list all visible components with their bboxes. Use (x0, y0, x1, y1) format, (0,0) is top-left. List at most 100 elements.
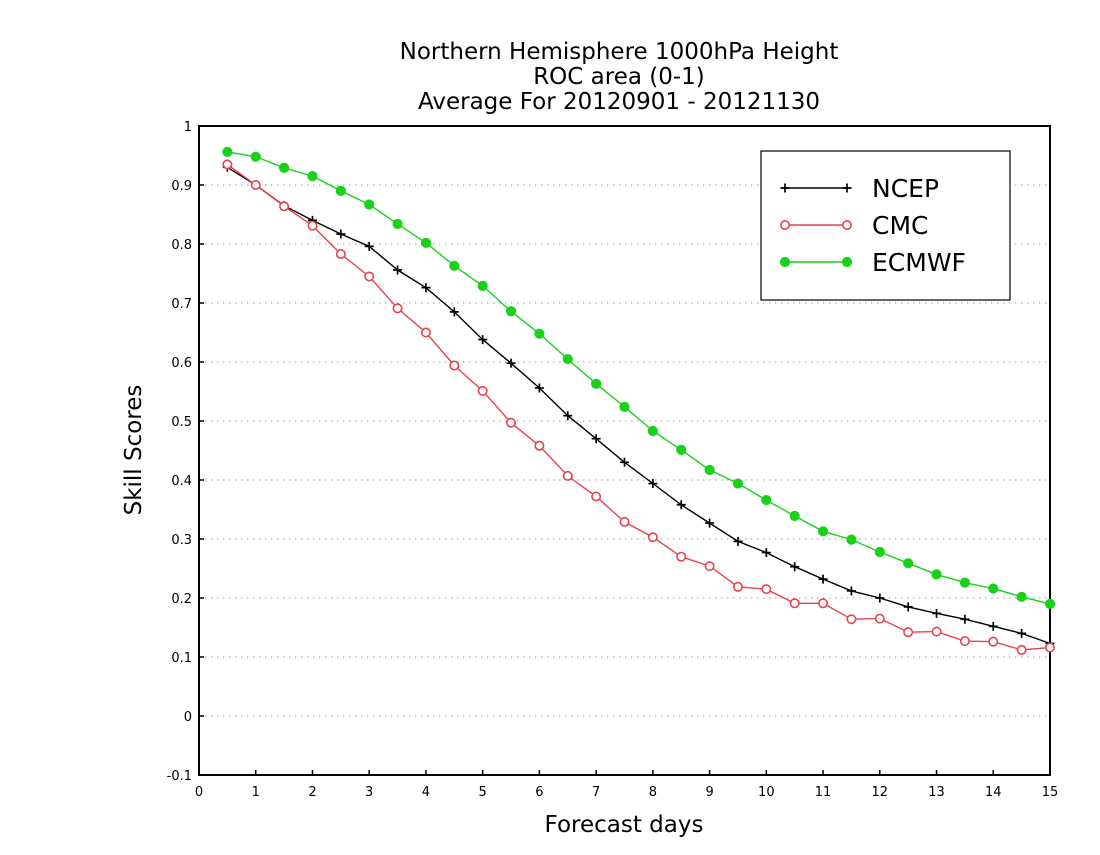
data-point-ncep (903, 602, 913, 612)
data-point-cmc (591, 491, 602, 502)
data-point-cmc (732, 581, 743, 592)
data-point-ecmwf (959, 577, 971, 588)
x-tick-label: 2 (308, 785, 316, 800)
y-tick-label: 0.5 (171, 415, 192, 430)
data-point-ncep (393, 265, 403, 275)
x-tick-label: 14 (985, 785, 1002, 800)
data-point-ecmwf (732, 478, 744, 489)
data-point-ecmwf (676, 444, 687, 456)
data-point-ecmwf (846, 534, 857, 545)
data-point-ncep (648, 479, 658, 489)
data-point-cmc (477, 385, 488, 396)
data-point-ncep (761, 548, 771, 558)
data-point-ncep (705, 518, 715, 528)
axes: -0.100.10.20.30.40.50.60.70.80.910 1 2 3 4 5 6… (167, 120, 1059, 800)
data-point-ecmwf (1044, 598, 1056, 610)
chart-title-line-3: Average For 20120901 - 20121130 (418, 89, 820, 115)
data-point-ncep (421, 283, 431, 293)
data-point-ecmwf (1016, 591, 1027, 602)
x-tick-label: 13 (928, 785, 945, 800)
y-tick-label: 0 (184, 710, 192, 725)
x-tick-label: 6 (535, 785, 543, 800)
data-point-ecmwf (392, 218, 403, 230)
series-line-ecmwf (227, 151, 1051, 605)
data-point-ecmwf (505, 306, 517, 317)
x-axis-title: Forecast days (545, 812, 704, 838)
data-point-cmc (903, 627, 914, 638)
data-point-cmc (1016, 644, 1027, 655)
data-point-cmc (449, 360, 460, 371)
series-ecmwf (222, 146, 1056, 610)
legend-marker-ncep (780, 183, 790, 193)
data-point-cmc (647, 532, 658, 543)
y-tick-label: 0.8 (171, 238, 192, 253)
legend-label-cmc: CMC (872, 211, 928, 240)
legend-marker-ecmwf (841, 256, 853, 268)
data-point-ecmwf (704, 464, 715, 476)
data-point-ncep (988, 621, 998, 631)
data-point-cmc (279, 201, 290, 212)
data-point-ncep (478, 335, 488, 345)
series-cmc (222, 159, 1056, 655)
data-point-ncep (534, 383, 544, 393)
data-point-ecmwf (250, 151, 261, 162)
series-layer (222, 146, 1056, 655)
legend-marker-cmc (779, 220, 790, 231)
data-point-cmc (959, 636, 970, 647)
data-point-ecmwf (591, 378, 602, 389)
data-point-ecmwf (477, 280, 488, 291)
y-tick-label: 0.6 (171, 356, 192, 371)
legend-entry-ecmwf: ECMWF (779, 248, 966, 277)
y-tick-label: 0.7 (171, 297, 192, 312)
y-tick-label: -0.1 (167, 769, 192, 784)
x-tick-label: 1 (252, 785, 260, 800)
series-ncep (222, 162, 1055, 648)
data-point-cmc (307, 220, 318, 231)
data-point-ncep (818, 574, 828, 584)
y-tick-label: 1 (184, 120, 192, 135)
legend-marker-ecmwf (779, 256, 791, 268)
data-point-ncep (506, 358, 516, 368)
legend-marker-ncep (842, 183, 852, 193)
data-point-ecmwf (789, 510, 800, 522)
data-point-cmc (534, 440, 545, 451)
data-point-cmc (250, 180, 261, 191)
data-point-cmc (222, 159, 233, 170)
data-point-cmc (420, 327, 431, 338)
y-tick-label: 0.4 (171, 474, 192, 489)
data-point-cmc (619, 516, 630, 527)
data-point-ecmwf (307, 171, 318, 182)
data-point-ecmwf (562, 353, 573, 365)
data-point-ecmwf (817, 526, 829, 537)
data-point-cmc (1045, 642, 1056, 653)
y-tick-label: 0.2 (171, 592, 192, 607)
legend-label-ecmwf: ECMWF (872, 248, 966, 277)
data-point-ecmwf (534, 328, 545, 339)
data-point-ecmwf (222, 146, 233, 158)
data-point-ecmwf (761, 494, 772, 506)
data-point-ecmwf (931, 569, 942, 580)
x-tick-label: 8 (649, 785, 657, 800)
data-point-cmc (988, 636, 999, 647)
x-tick-label: 11 (815, 785, 832, 800)
x-tick-label: 9 (705, 785, 713, 800)
data-point-cmc (392, 303, 403, 314)
x-tick-label: 10 (758, 785, 775, 800)
data-point-ecmwf (619, 401, 630, 412)
data-point-ncep (676, 500, 686, 510)
data-point-cmc (846, 614, 857, 625)
data-point-cmc (761, 584, 772, 595)
data-point-ncep (563, 411, 573, 421)
chart-title: Northern Hemisphere 1000hPa Height ROC a… (400, 39, 839, 115)
x-tick-label: 4 (422, 785, 430, 800)
y-axis-title: Skill Scores (121, 385, 147, 516)
data-point-cmc (676, 551, 687, 562)
data-point-ecmwf (874, 546, 885, 558)
x-tick-label: 3 (365, 785, 373, 800)
legend-label-ncep: NCEP (872, 174, 939, 203)
series-line-ncep (227, 166, 1051, 645)
data-point-cmc (364, 271, 375, 282)
data-point-cmc (562, 470, 573, 481)
x-tick-label: 5 (479, 785, 487, 800)
